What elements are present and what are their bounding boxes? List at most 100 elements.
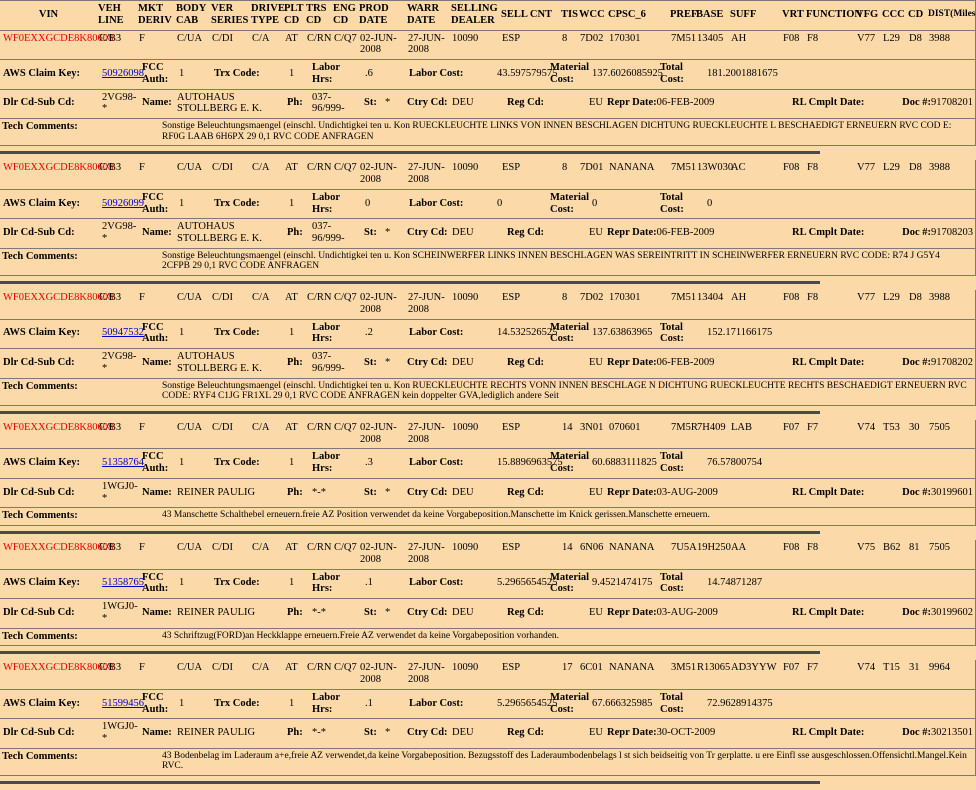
- function-value: F8: [805, 542, 855, 554]
- region-code-value: EU: [560, 227, 605, 239]
- pref-value: 7M51: [669, 292, 695, 304]
- repr-date-label: Repr Date:: [607, 97, 657, 108]
- state-value: *: [383, 487, 405, 499]
- vrt-value: F07: [781, 422, 805, 434]
- aws-claim-key-link[interactable]: 50926098: [100, 68, 140, 80]
- phone-label: Ph:: [285, 607, 310, 619]
- tech-comments-text: 43 Schriftzug(FORD)an Heckklappe erneuer…: [160, 631, 975, 642]
- suff-value: AA: [729, 542, 781, 554]
- record-divider: [0, 526, 976, 540]
- aws-claim-key-label: AWS Claim Key:: [0, 198, 100, 210]
- warr-date-value: 27-JUN-2008: [406, 33, 450, 57]
- vin-value: WF0EXXGCDE8K80608: [0, 542, 97, 554]
- warr-date-value: 27-JUN-2008: [406, 422, 450, 446]
- state-label: St:: [362, 227, 383, 239]
- wcc-value: 6N06: [578, 542, 607, 554]
- selling-dealer-value: 10090: [450, 542, 500, 554]
- doc-number-label: Doc #:: [902, 727, 931, 738]
- tech-comments-text: Sonstige Beleuchtungsmaengel (einschl. U…: [160, 251, 975, 272]
- tis-value: 14: [560, 542, 578, 554]
- repr-date-value: 06-FEB-2009: [657, 357, 715, 368]
- mkt-deriv-value: F: [137, 33, 175, 45]
- trs-cd-value: C/RN: [305, 292, 332, 304]
- col-header-dist-miles: DIST(Miles): [927, 9, 976, 20]
- veh-line-value: C/B3: [97, 292, 137, 304]
- repr-date-pair: Repr Date:03-AUG-2009: [605, 487, 790, 499]
- labor-hrs-label: Labor Hrs:: [310, 572, 363, 596]
- ver-series-value: C/DI: [210, 162, 250, 174]
- aws-claim-key-link[interactable]: 51358765: [100, 577, 140, 589]
- rl-cmplt-date-label: RL Cmplt Date:: [790, 357, 880, 369]
- vehicle-data-row: WF0EXXGCDE8K80608 C/B3 F C/UA C/DI C/A A…: [0, 540, 976, 570]
- vin-value: WF0EXXGCDE8K80608: [0, 33, 97, 45]
- vehicle-data-row: WF0EXXGCDE8K80608 C/B3 F C/UA C/DI C/A A…: [0, 660, 976, 690]
- aws-claim-key-link[interactable]: 50926099: [100, 198, 140, 210]
- aws-claim-key-link[interactable]: 50947532: [100, 327, 140, 339]
- fcc-auth-value: 1: [177, 457, 212, 469]
- tech-comments-text: 43 Manschette Schalthebel erneuern.freie…: [160, 510, 975, 521]
- aws-claim-key-link[interactable]: 51599456: [100, 698, 140, 710]
- doc-number-pair: Doc #:91708202: [880, 357, 975, 369]
- labor-cost-label: Labor Cost:: [407, 577, 495, 589]
- tech-comments-label: Tech Comments:: [0, 631, 160, 643]
- col-header-plt-cd: PLT CD: [283, 3, 305, 27]
- doc-number-value: 91708202: [931, 357, 973, 368]
- claim-record: WF0EXXGCDE8K80608 C/B3 F C/UA C/DI C/A A…: [0, 31, 976, 161]
- pref-value: 7M51: [669, 162, 695, 174]
- total-cost-value: 152.171166175: [705, 327, 975, 339]
- material-cost-label: Material Cost:: [548, 62, 590, 86]
- body-cab-value: C/UA: [175, 162, 210, 174]
- doc-number-pair: Doc #:30199602: [880, 607, 975, 619]
- aws-claim-key-link[interactable]: 51358764: [100, 457, 140, 469]
- trs-cd-value: C/RN: [305, 162, 332, 174]
- repr-date-value: 30-OCT-2009: [657, 727, 716, 738]
- selling-dealer-value: 10090: [450, 162, 500, 174]
- rl-cmplt-date-label: RL Cmplt Date:: [790, 97, 880, 109]
- phone-value: 037-96/999-: [310, 351, 362, 375]
- state-value: *: [383, 97, 405, 109]
- rl-cmplt-date-label: RL Cmplt Date:: [790, 487, 880, 499]
- veh-line-value: C/B3: [97, 162, 137, 174]
- selling-dealer-value: 10090: [450, 422, 500, 434]
- eng-cd-value: C/Q7: [332, 542, 358, 554]
- ccc-value: T15: [881, 662, 907, 674]
- labor-hrs-value: .6: [363, 68, 407, 80]
- tech-comments-row: Tech Comments: Sonstige Beleuchtungsmaen…: [0, 249, 976, 276]
- country-code-value: DEU: [450, 227, 505, 239]
- tech-comments-label: Tech Comments:: [0, 381, 160, 393]
- ccc-value: T53: [881, 422, 907, 434]
- phone-value: *-*: [310, 727, 362, 739]
- total-cost-label: Total Cost:: [658, 62, 705, 86]
- doc-number-label: Doc #:: [902, 487, 931, 498]
- dlr-cd-sub-cd-label: Dlr Cd-Sub Cd:: [0, 727, 100, 739]
- labor-cost-value: 5.2965654525: [495, 698, 548, 710]
- tis-value: 8: [560, 33, 578, 45]
- rl-cmplt-date-label: RL Cmplt Date:: [790, 607, 880, 619]
- labor-hrs-label: Labor Hrs:: [310, 451, 363, 475]
- phone-value: 037-96/999-: [310, 221, 362, 245]
- veh-line-value: C/B3: [97, 422, 137, 434]
- trx-code-label: Trx Code:: [212, 698, 287, 710]
- claim-records-list: WF0EXXGCDE8K80608 C/B3 F C/UA C/DI C/A A…: [0, 31, 976, 790]
- table-header: VIN VEH LINE MKT DERIV BODY CAB VER SERI…: [0, 0, 976, 31]
- aws-claim-key-label: AWS Claim Key:: [0, 68, 100, 80]
- material-cost-value: 0: [590, 198, 658, 210]
- vin-value: WF0EXXGCDE8K80608: [0, 292, 97, 304]
- wcc-value: 3N01: [578, 422, 607, 434]
- total-cost-label: Total Cost:: [658, 692, 705, 716]
- labor-hrs-label: Labor Hrs:: [310, 62, 363, 86]
- tech-comments-text: Sonstige Beleuchtungsmaengel (einschl. U…: [160, 381, 975, 402]
- phone-label: Ph:: [285, 97, 310, 109]
- plt-cd-value: AT: [283, 292, 305, 304]
- vfg-value: V77: [855, 292, 881, 304]
- state-value: *: [383, 607, 405, 619]
- doc-number-value: 30199601: [931, 487, 973, 498]
- tech-comments-label: Tech Comments:: [0, 510, 160, 522]
- dist-miles-value: 7505: [927, 422, 975, 434]
- dealer-info-row: Dlr Cd-Sub Cd: 2VG98-* Name: AUTOHAUS ST…: [0, 349, 976, 379]
- country-code-label: Ctry Cd:: [405, 727, 450, 739]
- trx-code-label: Trx Code:: [212, 577, 287, 589]
- function-value: F8: [805, 292, 855, 304]
- body-cab-value: C/UA: [175, 33, 210, 45]
- material-cost-value: 9.4521474175: [590, 577, 658, 589]
